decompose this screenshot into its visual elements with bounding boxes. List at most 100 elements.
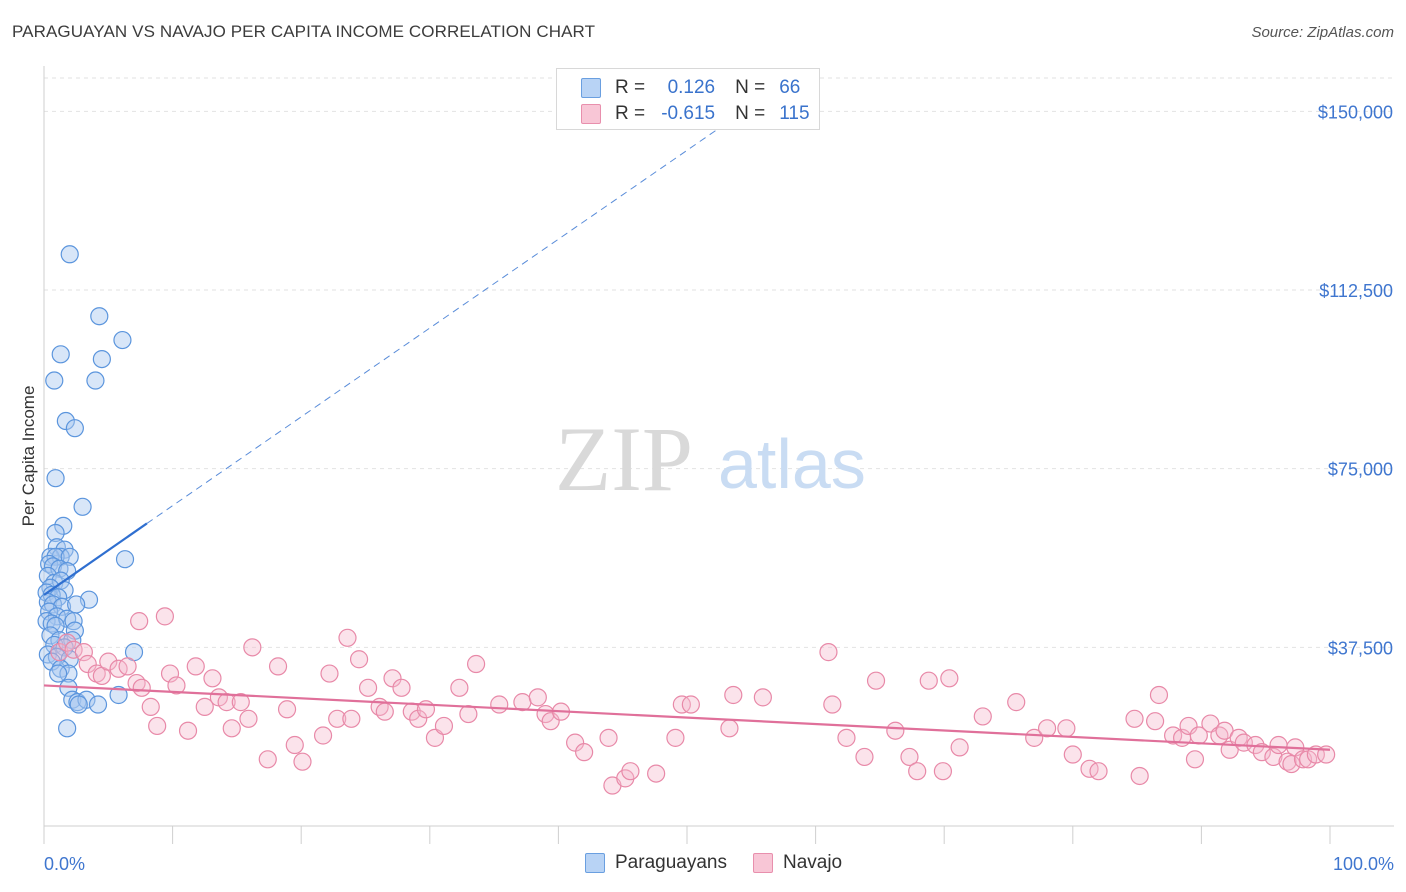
data-point-navajo — [950, 738, 969, 757]
data-point-paraguayans — [90, 307, 109, 326]
data-point-navajo — [940, 669, 959, 688]
data-point-navajo — [1125, 709, 1144, 728]
data-point-navajo — [973, 707, 992, 726]
data-point-navajo — [118, 657, 137, 676]
x-tick-label-min: 0.0% — [44, 854, 85, 874]
axes — [43, 66, 1394, 844]
data-point-navajo — [855, 747, 874, 767]
data-point-navajo — [58, 633, 77, 652]
data-point-navajo — [74, 643, 93, 662]
data-point-navajo — [900, 747, 919, 767]
data-point-navajo — [837, 728, 856, 747]
y-axis-label: Per Capita Income — [19, 386, 38, 527]
data-point-paraguayans — [46, 469, 65, 488]
series-legend-label: Navajo — [782, 852, 843, 873]
legend-swatch-blue — [581, 78, 601, 98]
data-point-paraguayans — [92, 349, 111, 369]
legend-r-value: -0.615 — [661, 103, 716, 124]
data-point-paraguayans — [115, 550, 135, 569]
data-point-paraguayans — [86, 371, 105, 390]
data-point-paraguayans — [46, 523, 65, 543]
y-tick-label: $75,000 — [1328, 460, 1393, 480]
legend-n-value: 115 — [779, 103, 810, 124]
data-point-navajo — [392, 678, 411, 697]
data-point-paraguayans — [46, 616, 65, 635]
data-point-navajo — [919, 671, 938, 690]
data-point-navajo — [99, 652, 118, 671]
data-point-paraguayans — [73, 497, 92, 516]
data-point-navajo — [409, 709, 428, 728]
data-point-navajo — [1007, 693, 1026, 712]
y-tick-label: $37,500 — [1328, 638, 1393, 658]
trend-line-paraguayans — [43, 522, 148, 596]
data-point-navajo — [313, 726, 333, 745]
data-point-paraguayans — [60, 547, 79, 566]
data-point-navajo — [753, 688, 772, 707]
data-point-navajo — [231, 693, 250, 712]
data-point-navajo — [434, 716, 454, 736]
legend-row-paraguayans: R = 0.126 N = 66 — [581, 75, 800, 101]
data-point-navajo — [459, 704, 478, 724]
source-label: Source: ZipAtlas.com — [1251, 24, 1394, 41]
legend-swatch-pink — [581, 104, 601, 124]
legend-r-label: R = — [615, 77, 646, 98]
series-legend-paraguayans[interactable]: Paraguayans — [585, 852, 727, 874]
data-point-navajo — [1089, 762, 1108, 781]
data-point-navajo — [1146, 712, 1165, 731]
data-point-navajo — [933, 762, 953, 781]
data-point-navajo — [342, 709, 361, 728]
data-point-navajo — [1252, 743, 1271, 762]
data-point-navajo — [130, 612, 149, 631]
data-point-navajo — [908, 762, 927, 781]
legend-r-value: 0.126 — [667, 77, 716, 98]
data-point-navajo — [1264, 747, 1283, 767]
correlation-legend: R = 0.126 N = 66 R = -0.615 N = 115 — [556, 68, 820, 130]
data-point-navajo — [866, 671, 886, 690]
watermark-atlas: atlas — [718, 425, 866, 503]
data-point-navajo — [621, 762, 640, 781]
data-point-paraguayans — [109, 685, 128, 705]
series-legend: Paraguayans Navajo — [585, 852, 868, 874]
series-legend-navajo[interactable]: Navajo — [752, 852, 843, 874]
data-point-navajo — [599, 728, 618, 747]
data-point-navajo — [285, 735, 304, 755]
data-point-navajo — [1269, 735, 1288, 755]
series-paraguayans — [37, 245, 144, 738]
data-point-paraguayans — [45, 371, 64, 390]
data-point-navajo — [349, 650, 369, 669]
data-point-navajo — [243, 638, 262, 657]
data-point-paraguayans — [58, 719, 77, 738]
legend-row-navajo: R = -0.615 N = 115 — [581, 101, 810, 127]
data-point-navajo — [724, 685, 743, 705]
data-point-navajo — [167, 676, 186, 695]
data-point-navajo — [450, 678, 469, 697]
data-point-navajo — [141, 697, 160, 716]
data-point-navajo — [203, 669, 222, 688]
trend-lines — [43, 96, 1331, 751]
legend-n-value: 66 — [779, 77, 801, 98]
data-point-paraguayans — [69, 695, 88, 714]
gridlines — [44, 77, 1394, 648]
data-point-navajo — [1215, 721, 1234, 740]
x-tick-label-max: 100.0% — [1333, 854, 1394, 874]
data-point-navajo — [1063, 745, 1082, 764]
data-point-paraguayans — [59, 664, 78, 683]
series-legend-label: Paraguayans — [615, 852, 727, 873]
data-point-navajo — [239, 709, 258, 728]
data-point-navajo — [268, 657, 288, 676]
data-point-navajo — [528, 688, 547, 707]
data-point-navajo — [222, 719, 241, 738]
data-point-navajo — [338, 628, 357, 647]
data-point-navajo — [823, 695, 842, 714]
trend-line-navajo — [43, 684, 1331, 751]
data-point-navajo — [155, 607, 174, 626]
data-point-navajo — [1057, 719, 1076, 738]
data-point-navajo — [375, 702, 394, 721]
data-point-navajo — [647, 764, 666, 783]
data-point-navajo — [328, 709, 347, 728]
data-point-navajo — [1185, 750, 1205, 769]
data-point-navajo — [1025, 728, 1044, 747]
data-point-navajo — [666, 728, 685, 747]
data-point-navajo — [466, 654, 486, 674]
data-point-paraguayans — [56, 411, 75, 431]
